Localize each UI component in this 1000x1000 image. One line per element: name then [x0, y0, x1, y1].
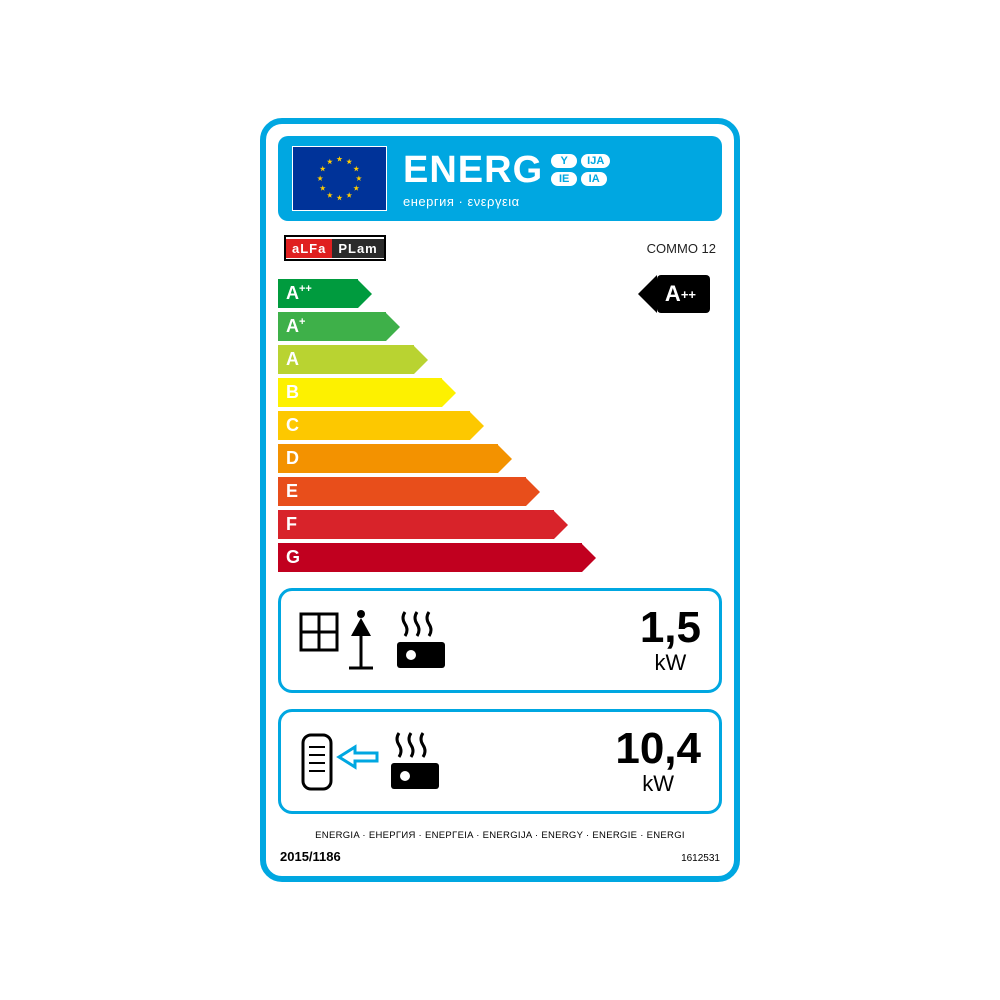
- pill-ija: IJA: [581, 154, 610, 168]
- efficiency-bar-row: D: [278, 444, 716, 473]
- water-heating-value: 10,4 kW: [615, 727, 701, 797]
- efficiency-bar-row: A: [278, 345, 716, 374]
- brand-logo: aLFa PLam: [284, 235, 386, 261]
- efficiency-bar-row: A++A++: [278, 279, 716, 308]
- space-heating-value: 1,5 kW: [640, 606, 701, 676]
- water-heating-icons: [299, 727, 469, 797]
- energ-subtitle: енергия · ενεργεια: [403, 194, 708, 209]
- pill-y: Y: [551, 154, 577, 168]
- bar-label: E: [286, 481, 298, 502]
- box2-unit: kW: [615, 771, 701, 797]
- efficiency-bar: A+: [278, 312, 401, 341]
- energ-text-block: ENERG Y IJA IE IA енергия · ενεργεια: [403, 149, 708, 209]
- brand-row: aLFa PLam COMMO 12: [278, 235, 722, 261]
- header-banner: ENERG Y IJA IE IA енергия · ενεργεια: [278, 136, 722, 221]
- pill-ia: IA: [581, 172, 607, 186]
- brand-part-1: aLFa: [286, 239, 332, 258]
- water-heating-box: 10,4 kW: [278, 709, 722, 814]
- bar-label: G: [286, 547, 300, 568]
- efficiency-bar: E: [278, 477, 541, 506]
- efficiency-chart: A++A++ A+ ABCDEFG: [278, 279, 722, 572]
- energ-title: ENERG: [403, 149, 543, 192]
- bar-label: A: [286, 349, 299, 370]
- box1-value: 1,5: [640, 606, 701, 650]
- efficiency-bar-row: C: [278, 411, 716, 440]
- bar-label: F: [286, 514, 297, 535]
- bar-label: A++: [286, 283, 312, 304]
- box1-unit: kW: [640, 650, 701, 676]
- energy-label: ENERG Y IJA IE IA енергия · ενεργεια aLF…: [260, 118, 740, 882]
- efficiency-bar: D: [278, 444, 513, 473]
- eu-flag-icon: [292, 146, 387, 211]
- space-heating-box: 1,5 kW: [278, 588, 722, 693]
- efficiency-bar-row: B: [278, 378, 716, 407]
- efficiency-bar: A++: [278, 279, 373, 308]
- brand-part-2: PLam: [332, 239, 383, 258]
- efficiency-bar-row: A+: [278, 312, 716, 341]
- efficiency-bar-row: G: [278, 543, 716, 572]
- pill-ie: IE: [551, 172, 577, 186]
- bar-label: A+: [286, 316, 305, 337]
- box2-value: 10,4: [615, 727, 701, 771]
- suffix-pills: Y IJA IE IA: [551, 154, 610, 186]
- product-rating-arrow: A++: [638, 275, 710, 313]
- efficiency-bar: C: [278, 411, 485, 440]
- efficiency-bar: A: [278, 345, 429, 374]
- model-name: COMMO 12: [647, 241, 716, 256]
- efficiency-bar-row: E: [278, 477, 716, 506]
- bar-label: D: [286, 448, 299, 469]
- efficiency-bar: B: [278, 378, 457, 407]
- bar-label: B: [286, 382, 299, 403]
- bar-label: C: [286, 415, 299, 436]
- efficiency-bar: G: [278, 543, 597, 572]
- serial-number: 1612531: [681, 853, 720, 864]
- footer-bottom: 2015/1186 1612531: [278, 849, 722, 864]
- regulation-number: 2015/1186: [280, 849, 341, 864]
- footer-multilang: ENERGIA · ЕНЕРГИЯ · ΕΝΕΡΓΕΙΑ · ENERGIJA …: [278, 830, 722, 841]
- space-heating-icons: [299, 606, 459, 676]
- efficiency-bar-row: F: [278, 510, 716, 539]
- efficiency-bar: F: [278, 510, 569, 539]
